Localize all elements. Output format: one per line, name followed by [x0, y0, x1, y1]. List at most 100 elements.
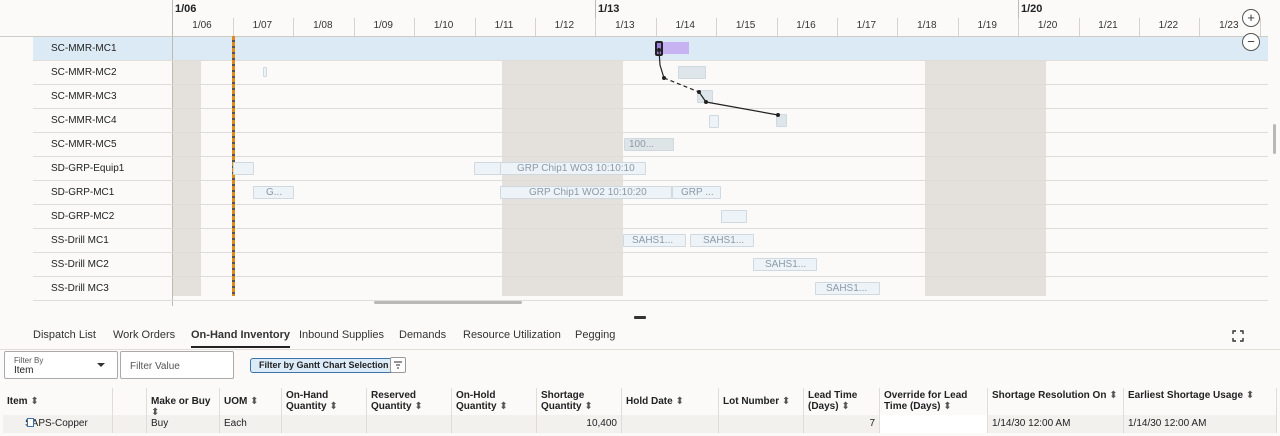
column-header-label: Item: [7, 396, 28, 407]
tab-pegging[interactable]: Pegging: [575, 329, 616, 341]
week-header: 1/06 1/13 1/20: [172, 0, 1268, 18]
sort-icon[interactable]: ⬍: [151, 407, 160, 418]
chevron-down-icon: [97, 363, 105, 367]
resource-label[interactable]: SS-Drill MC2: [51, 259, 109, 270]
filter-by-gantt-button[interactable]: Filter by Gantt Chart Selection: [250, 358, 398, 373]
column-header[interactable]: Item ⬍: [3, 388, 113, 415]
column-header-label: On-Hand Quantity: [286, 390, 329, 412]
row-divider: [33, 228, 1268, 229]
filter-value-input[interactable]: Filter Value: [120, 351, 234, 379]
table-cell: SAPS-Copper: [3, 415, 113, 433]
zoom-out-button[interactable]: −: [1242, 33, 1260, 51]
sort-icon[interactable]: ⬍: [672, 396, 684, 407]
resource-label[interactable]: SS-Drill MC1: [51, 235, 109, 246]
resource-label[interactable]: SC-MMR-MC1: [51, 43, 117, 54]
operation-bar[interactable]: [721, 210, 747, 223]
zoom-in-button[interactable]: +: [1242, 9, 1260, 27]
table-cell: 1/14/30 12:00 AM: [988, 415, 1124, 433]
resource-label[interactable]: SC-MMR-MC4: [51, 115, 117, 126]
operation-bar[interactable]: SAHS1...: [623, 234, 686, 247]
operation-bar[interactable]: SAHS1...: [815, 282, 880, 295]
horizontal-scrollbar[interactable]: [374, 301, 522, 304]
column-header[interactable]: Make or Buy ⬍: [147, 388, 220, 418]
day-tick: [353, 18, 355, 36]
operation-bar[interactable]: SAHS1...: [690, 234, 754, 247]
column-header-label: Earliest Shortage Usage: [1128, 390, 1244, 401]
sort-icon[interactable]: ⬍: [838, 401, 850, 412]
column-header[interactable]: Shortage Resolution On ⬍: [988, 388, 1124, 415]
day-label: 1/19: [977, 20, 997, 31]
vertical-scrollbar[interactable]: [1273, 124, 1276, 154]
column-header-label: Shortage Quantity: [541, 390, 585, 412]
operation-bar[interactable]: [263, 67, 267, 77]
column-header[interactable]: On-Hold Quantity ⬍: [452, 388, 537, 415]
day-label: 1/13: [615, 20, 635, 31]
tab-inbound-supplies[interactable]: Inbound Supplies: [299, 329, 385, 341]
day-label: 1/15: [735, 20, 756, 31]
gantt-chart[interactable]: 1/06 1/13 1/20 1/06 1/07 1/08 1/09 1/10 1/11 1…: [0, 0, 1280, 306]
row-divider: [33, 204, 1268, 205]
sort-icon[interactable]: ⬍: [581, 401, 593, 412]
column-header-label: On-Hold Quantity: [456, 390, 497, 412]
resource-label[interactable]: SC-MMR-MC5: [51, 139, 117, 150]
sort-icon[interactable]: ⬍: [1243, 390, 1255, 401]
operation-bar[interactable]: [678, 66, 706, 79]
sort-icon[interactable]: ⬍: [940, 401, 952, 412]
selected-row-highlight: [33, 37, 1268, 61]
day-label: 1/16: [796, 20, 816, 31]
day-label: 1/18: [917, 20, 937, 31]
operation-bar[interactable]: GRP Chip1 WO3 10:10:10: [500, 162, 646, 175]
column-header[interactable]: Lot Number ⬍: [719, 388, 804, 415]
operation-bar[interactable]: GRP Chip1 WO2 10:10:20: [500, 186, 672, 199]
sort-icon[interactable]: ⬍: [1106, 390, 1118, 401]
resource-label[interactable]: SD-GRP-MC1: [51, 187, 115, 198]
column-header-label: Reserved Quantity: [371, 390, 417, 412]
resource-label[interactable]: SC-MMR-MC2: [51, 67, 117, 78]
resource-label[interactable]: SC-MMR-MC3: [51, 91, 117, 102]
operation-bar[interactable]: SAHS1...: [753, 258, 817, 271]
tab-dispatch-list[interactable]: Dispatch List: [33, 329, 96, 341]
column-header[interactable]: Override for Lead Time (Days) ⬍: [880, 388, 988, 415]
tab-resource-utilization[interactable]: Resource Utilization: [463, 329, 561, 341]
tab-work-orders[interactable]: Work Orders: [113, 329, 176, 341]
operation-bar[interactable]: 100...: [624, 138, 674, 151]
resource-label[interactable]: SD-GRP-Equip1: [51, 163, 125, 174]
sort-icon[interactable]: ⬍: [27, 396, 39, 407]
operation-bar[interactable]: GRP ...: [672, 186, 721, 199]
sort-icon[interactable]: ⬍: [247, 396, 259, 407]
column-header[interactable]: On-Hand Quantity ⬍: [282, 388, 367, 415]
column-header[interactable]: Shortage Quantity ⬍: [537, 388, 622, 415]
column-header[interactable]: Lead Time (Days) ⬍: [804, 388, 880, 415]
sort-icon[interactable]: ⬍: [326, 401, 338, 412]
day-tick: [414, 18, 416, 36]
pane-splitter[interactable]: [634, 316, 646, 319]
day-tick: [1259, 18, 1261, 36]
table-cell: 10,400: [537, 415, 622, 433]
day-label: 1/10: [433, 20, 454, 31]
operation-bar[interactable]: G...: [253, 186, 294, 199]
table-cell: 1/14/30 12:00 AM: [1124, 415, 1277, 433]
tab-on-hand-inventory[interactable]: On-Hand Inventory: [191, 329, 291, 348]
column-header[interactable]: Reserved Quantity ⬍: [367, 388, 452, 415]
sort-icon[interactable]: ⬍: [411, 401, 423, 412]
sort-icon[interactable]: ⬍: [779, 396, 791, 407]
tab-demands[interactable]: Demands: [399, 329, 447, 341]
column-header[interactable]: UOM ⬍: [220, 388, 282, 415]
resource-label[interactable]: SS-Drill MC3: [51, 283, 109, 294]
expand-icon[interactable]: [1232, 329, 1244, 342]
day-tick: [897, 18, 899, 36]
table-cell: [367, 415, 452, 433]
clear-filter-icon[interactable]: [390, 357, 406, 373]
resource-label[interactable]: SD-GRP-MC2: [51, 211, 115, 222]
operation-bar[interactable]: [233, 162, 254, 175]
table-cell: Buy: [147, 415, 220, 433]
table-cell: [880, 415, 988, 433]
column-header[interactable]: [113, 388, 147, 415]
operation-bar[interactable]: [776, 114, 787, 127]
operation-bar[interactable]: [709, 115, 719, 128]
sort-icon[interactable]: ⬍: [496, 401, 508, 412]
column-header[interactable]: Hold Date ⬍: [622, 388, 719, 415]
column-header[interactable]: Earliest Shortage Usage ⬍: [1124, 388, 1277, 415]
operation-bar[interactable]: [663, 42, 689, 54]
filter-by-select[interactable]: Filter By Item: [4, 351, 118, 379]
